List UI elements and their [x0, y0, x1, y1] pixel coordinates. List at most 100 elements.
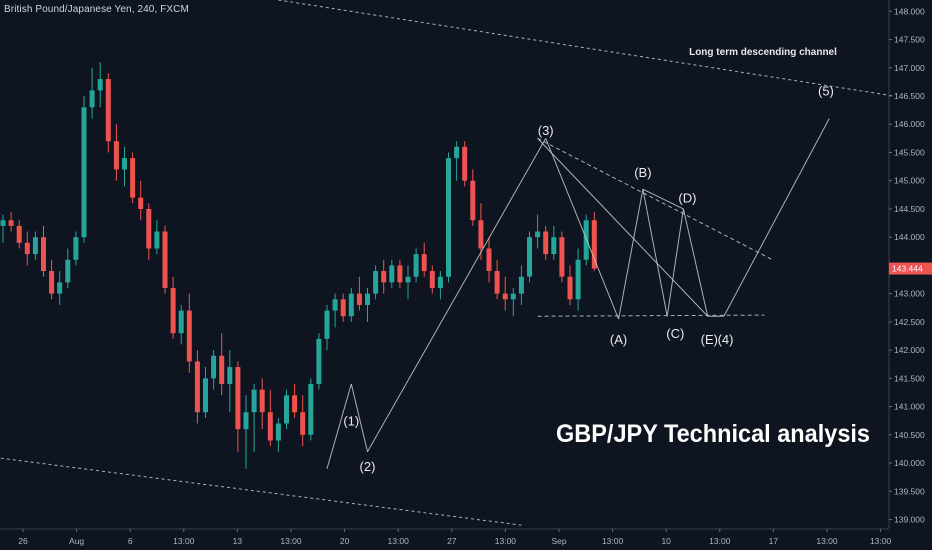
- wave-label: (C): [666, 326, 684, 341]
- wave-label: (5): [818, 83, 834, 98]
- drawings: [0, 0, 895, 526]
- x-tick-label: 26: [18, 536, 28, 546]
- candle-body: [470, 180, 476, 221]
- candle-body: [24, 242, 30, 255]
- candle-body: [421, 254, 427, 272]
- time-axis: 26 Aug 6 13:00 13 13:00 20 13:00 27 13:00 Sep 13:00…: [0, 528, 892, 546]
- candle-body: [575, 259, 581, 300]
- x-tick-label: 13: [233, 536, 243, 546]
- candle-body: [267, 412, 273, 441]
- triangle-upper-line: [537, 137, 773, 261]
- candle-body: [162, 231, 168, 288]
- candle-body: [316, 338, 322, 384]
- x-tick-label: Sep: [551, 536, 566, 546]
- y-tick-label: 147.000: [894, 63, 925, 73]
- candle-body: [486, 248, 492, 272]
- y-tick-label: 140.500: [894, 430, 925, 440]
- y-tick-label: 141.000: [894, 402, 925, 412]
- candle-body: [49, 271, 55, 294]
- x-tick-label: 20: [340, 536, 350, 546]
- candle-body: [413, 254, 419, 277]
- y-tick-label: 147.500: [894, 35, 925, 45]
- candle-body: [381, 271, 387, 283]
- wave-label: (1): [343, 414, 359, 429]
- y-tick-label: 144.500: [894, 204, 925, 214]
- wave-projection: [723, 118, 830, 317]
- candle-body: [365, 293, 370, 305]
- candle-body: [32, 237, 38, 255]
- candle-body: [389, 265, 395, 283]
- wave-label: (3): [538, 123, 554, 138]
- x-tick-label: 10: [661, 536, 671, 546]
- candle-body: [356, 293, 362, 305]
- headline: GBP/JPY Technical analysis: [556, 420, 870, 448]
- candle-body: [146, 208, 152, 249]
- candle-body: [300, 412, 306, 435]
- price-axis: 139.000 139.500 140.000 140.500 141.000 141.5…: [888, 0, 932, 528]
- candle-body: [567, 276, 573, 300]
- y-tick-label: 142.500: [894, 317, 925, 327]
- candle-body: [122, 158, 127, 170]
- wave-segment: [618, 189, 644, 320]
- candle-body: [154, 231, 160, 249]
- candle-body: [227, 367, 233, 384]
- candle-body: [535, 231, 541, 238]
- wave-segment: [537, 138, 709, 317]
- x-tick-label: 27: [447, 536, 457, 546]
- x-tick-label: 13:00: [495, 536, 517, 546]
- triangle-lower-line: [537, 314, 765, 317]
- y-tick-label: 141.500: [894, 373, 925, 383]
- wave-segment: [367, 138, 547, 453]
- candle-body: [16, 225, 22, 243]
- candle-body: [81, 107, 87, 238]
- candle-body: [73, 237, 79, 260]
- candle-body: [41, 237, 46, 272]
- candle-body: [559, 237, 565, 277]
- candle-body: [89, 90, 95, 108]
- candle-body: [178, 310, 184, 334]
- candle-body: [138, 197, 144, 209]
- candle-body: [251, 389, 257, 413]
- candle-body: [113, 141, 119, 170]
- y-tick-label: 148.000: [894, 6, 925, 16]
- candle-body: [243, 412, 249, 430]
- x-tick-label: 13:00: [388, 536, 410, 546]
- candle-body: [510, 293, 516, 300]
- wave-label: (A): [610, 332, 627, 347]
- wave-segment: [682, 208, 709, 317]
- candle-body: [284, 395, 289, 424]
- candle-body: [454, 146, 460, 159]
- wave-segment: [326, 383, 352, 469]
- last-price-tag: [889, 262, 932, 275]
- y-tick-label: 145.000: [894, 176, 925, 186]
- candle-body: [437, 276, 443, 288]
- y-tick-label: 139.000: [894, 515, 925, 525]
- wave-label: (2): [360, 459, 376, 474]
- candle-body: [324, 310, 330, 339]
- wave-label: (D): [678, 191, 696, 206]
- channel-label: Long term descending channel: [689, 47, 837, 58]
- x-tick-label: 13:00: [602, 536, 624, 546]
- candle-body: [259, 389, 265, 413]
- x-tick-label: Aug: [69, 536, 84, 546]
- wave-labels: (1) (2) (3) (A) (B) (C) (D) (E) (4) (5): [343, 83, 834, 474]
- candle-body: [446, 158, 451, 277]
- candle-body: [340, 299, 346, 317]
- candle-body: [0, 220, 6, 226]
- candle-body: [211, 355, 217, 379]
- x-tick-label: 13:00: [816, 536, 838, 546]
- candle-body: [105, 79, 111, 142]
- candle-body: [405, 276, 411, 283]
- x-tick-label: 13:00: [870, 536, 892, 546]
- candle-body: [462, 146, 468, 181]
- y-tick-label: 144.000: [894, 232, 925, 242]
- wave-segment: [350, 383, 368, 452]
- candle-body: [543, 231, 549, 255]
- candle-body: [170, 288, 176, 334]
- candle-body: [186, 310, 192, 362]
- candle-body: [219, 355, 225, 384]
- channel-upper-line: [278, 0, 895, 97]
- candle-body: [97, 79, 103, 91]
